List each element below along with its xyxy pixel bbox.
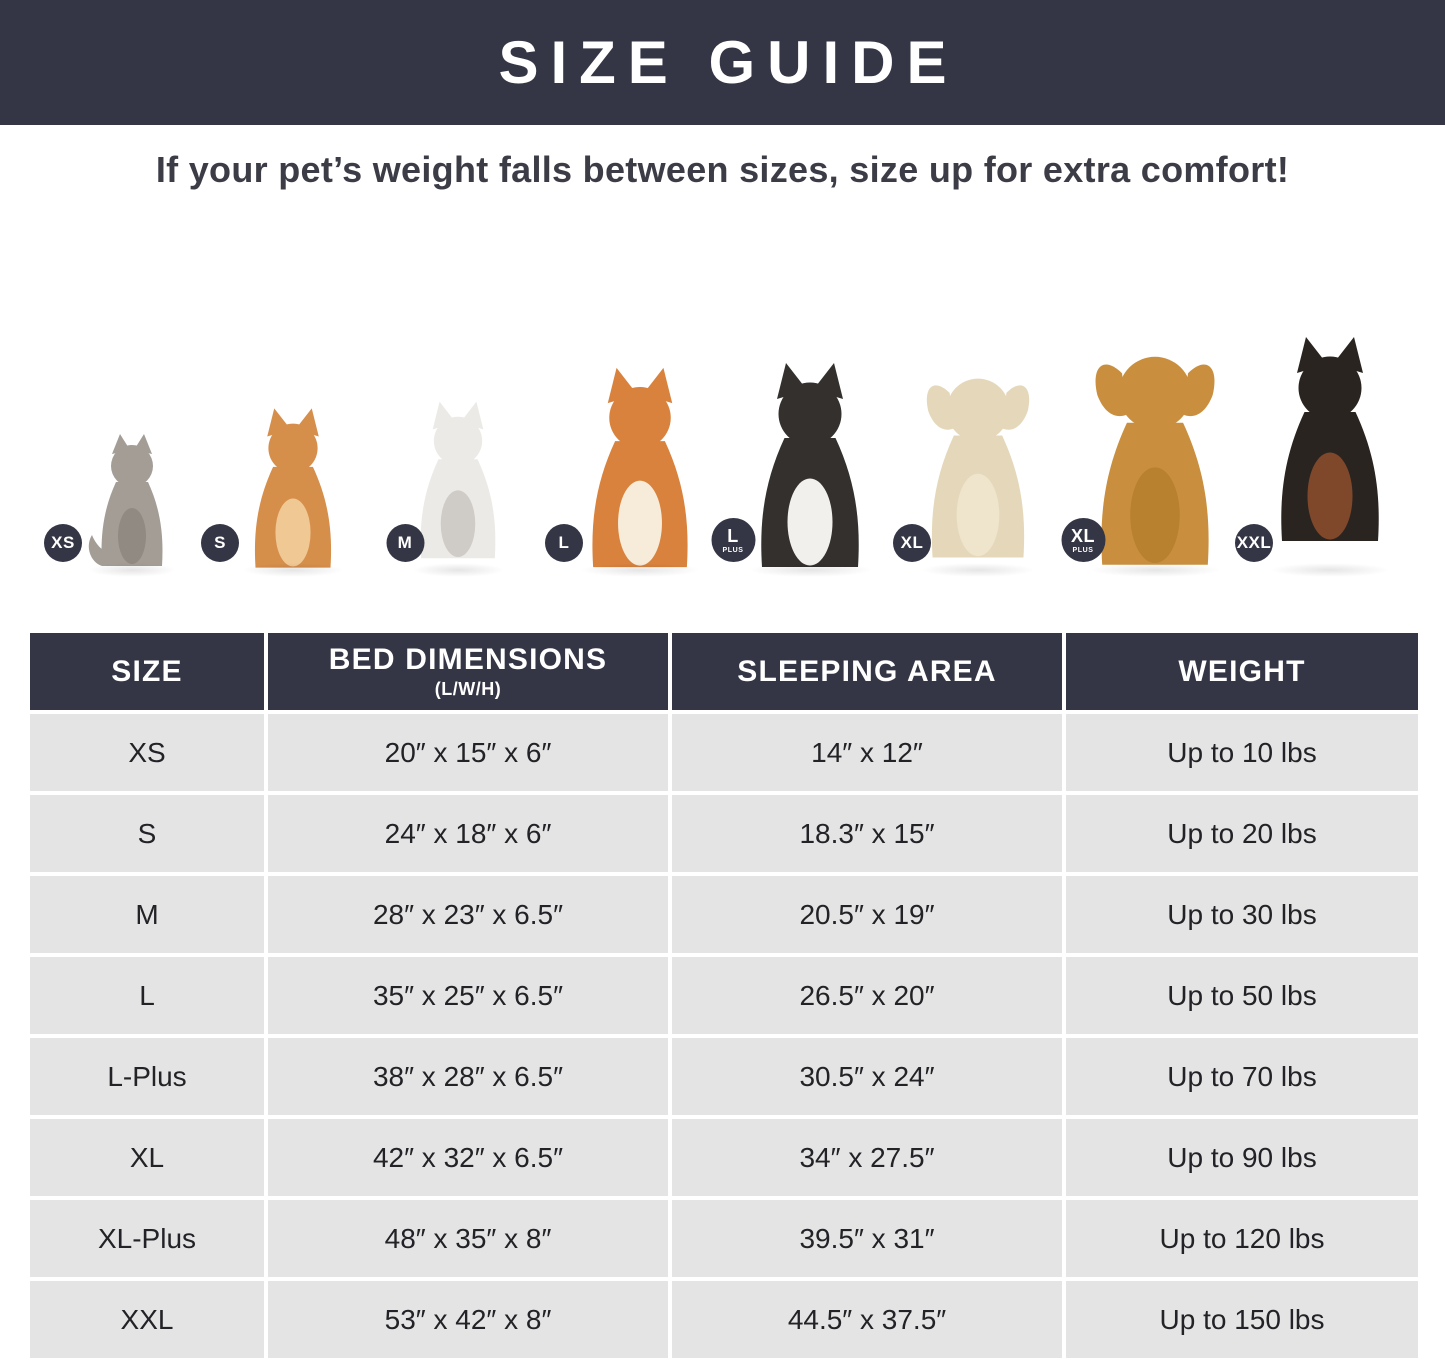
cell-weight: Up to 90 lbs (1066, 1119, 1418, 1196)
cell-weight: Up to 150 lbs (1066, 1281, 1418, 1358)
cell-weight: Up to 30 lbs (1066, 876, 1418, 953)
pets-lineup: XS S M L L PLUS XL (0, 215, 1445, 577)
column-header-bed-dimensions: BED DIMENSIONS (L/W/H) (268, 633, 668, 710)
badge-label: L (727, 525, 739, 546)
cell-size: M (30, 876, 264, 953)
badge-label: XXL (1236, 532, 1272, 552)
pet-border-collie: L PLUS (711, 360, 888, 577)
cell-size: XL-Plus (30, 1200, 264, 1277)
pet-golden-retriever: XL PLUS (1061, 335, 1238, 577)
pet-cat: XS (44, 430, 187, 577)
cell-bed: 20″ x 15″ x 6″ (268, 714, 668, 791)
column-header-label: WEIGHT (1178, 654, 1306, 688)
cell-sleep: 44.5″ x 37.5″ (672, 1281, 1062, 1358)
column-header-sublabel: (L/W/H) (434, 679, 502, 699)
pet-french-bulldog: M (386, 390, 516, 577)
column-header-sleeping-area: SLEEPING AREA (672, 633, 1062, 710)
cell-bed: 48″ x 35″ x 8″ (268, 1200, 668, 1277)
size-badge-xxl: XXL (1235, 524, 1273, 562)
size-badge-xs: XS (44, 524, 82, 562)
pet-image-cat (77, 430, 187, 570)
cell-sleep: 20.5″ x 19″ (672, 876, 1062, 953)
page-title: SIZE GUIDE (498, 29, 959, 96)
pet-image-shiba-inu (565, 365, 715, 570)
badge-label: XL (900, 532, 924, 552)
pet-image-pomeranian (229, 406, 357, 570)
cell-bed: 24″ x 18″ x 6″ (268, 795, 668, 872)
pet-image-border-collie (733, 360, 888, 570)
size-badge-m: M (386, 524, 424, 562)
cell-weight: Up to 70 lbs (1066, 1038, 1418, 1115)
size-badge-l-plus: L PLUS (711, 518, 755, 562)
size-table: SIZE BED DIMENSIONS (L/W/H) SLEEPING ARE… (30, 633, 1418, 1358)
badge-label: L (558, 532, 570, 552)
badge-sublabel: PLUS (1072, 546, 1094, 554)
cell-sleep: 26.5″ x 20″ (672, 957, 1062, 1034)
size-badge-l: L (545, 524, 583, 562)
cell-size: S (30, 795, 264, 872)
cell-bed: 28″ x 23″ x 6.5″ (268, 876, 668, 953)
cell-weight: Up to 50 lbs (1066, 957, 1418, 1034)
cell-size: L-Plus (30, 1038, 264, 1115)
cell-size: L (30, 957, 264, 1034)
column-header-label: BED DIMENSIONS (328, 643, 608, 676)
banner: SIZE GUIDE (0, 0, 1445, 125)
column-header-label: SLEEPING AREA (737, 654, 997, 688)
pet-pomeranian: S (201, 406, 357, 577)
column-header-label: SIZE (111, 654, 183, 688)
cell-bed: 53″ x 42″ x 8″ (268, 1281, 668, 1358)
pet-labrador: XL (893, 352, 1049, 577)
badge-label: XS (51, 532, 75, 552)
cell-sleep: 34″ x 27.5″ (672, 1119, 1062, 1196)
pet-image-doberman (1255, 308, 1405, 570)
subtitle-row: If your pet’s weight falls between sizes… (0, 125, 1445, 215)
cell-size: XL (30, 1119, 264, 1196)
pet-shiba-inu: L (545, 365, 715, 577)
cell-bed: 38″ x 28″ x 6.5″ (268, 1038, 668, 1115)
cell-sleep: 18.3″ x 15″ (672, 795, 1062, 872)
badge-label: M (397, 532, 413, 552)
badge-label: XL (1070, 525, 1095, 546)
cell-size: XS (30, 714, 264, 791)
cell-sleep: 39.5″ x 31″ (672, 1200, 1062, 1277)
badge-sublabel: PLUS (722, 546, 744, 554)
column-header-size: SIZE (30, 633, 264, 710)
size-badge-xl-plus: XL PLUS (1061, 518, 1105, 562)
pet-doberman: XXL (1235, 308, 1405, 577)
subtitle-text: If your pet’s weight falls between sizes… (155, 149, 1290, 190)
column-header-weight: WEIGHT (1066, 633, 1418, 710)
size-badge-s: S (201, 524, 239, 562)
badge-label: S (214, 532, 226, 552)
cell-sleep: 14″ x 12″ (672, 714, 1062, 791)
cell-weight: Up to 10 lbs (1066, 714, 1418, 791)
size-badge-xl: XL (893, 524, 931, 562)
cell-weight: Up to 20 lbs (1066, 795, 1418, 872)
cell-bed: 42″ x 32″ x 6.5″ (268, 1119, 668, 1196)
cell-bed: 35″ x 25″ x 6.5″ (268, 957, 668, 1034)
cell-size: XXL (30, 1281, 264, 1358)
cell-weight: Up to 120 lbs (1066, 1200, 1418, 1277)
cell-sleep: 30.5″ x 24″ (672, 1038, 1062, 1115)
